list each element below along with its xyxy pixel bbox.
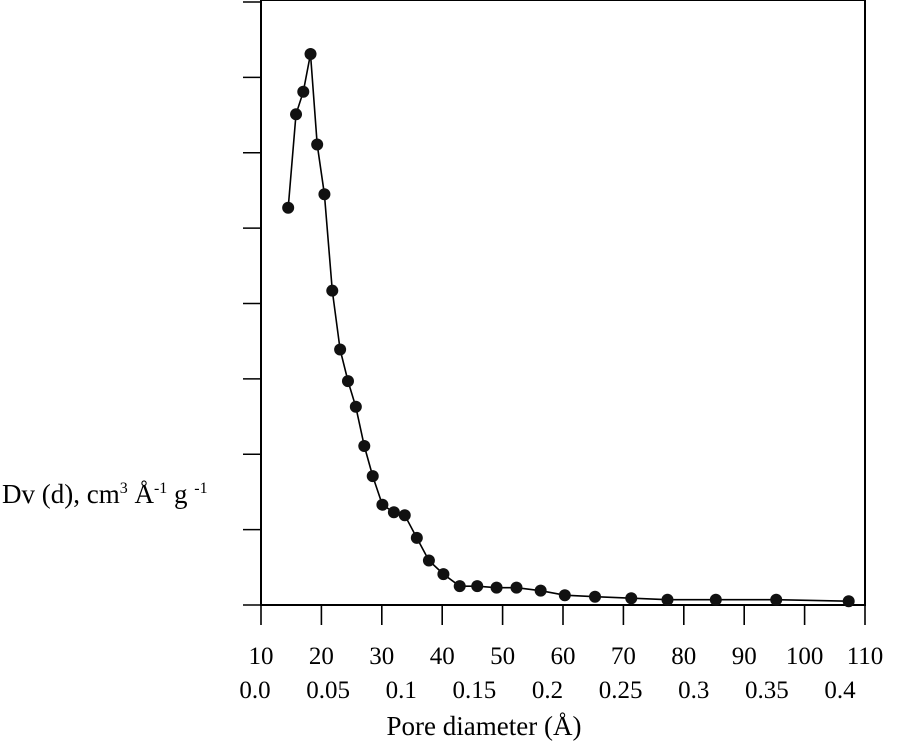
- data-point-10: [358, 439, 371, 452]
- y-axis-label-mid2: g: [167, 479, 194, 509]
- y-tick-label-4: 0.2: [532, 677, 563, 704]
- plot-frame: [260, 0, 866, 606]
- data-point-12: [376, 498, 389, 511]
- y-tick-label-2: 0.1: [386, 677, 417, 704]
- y-axis-label-sup3: -1: [194, 480, 207, 497]
- data-point-25: [625, 592, 638, 605]
- data-point-14: [398, 509, 411, 522]
- y-tick-label-7: 0.35: [745, 677, 789, 704]
- y-tick-label-3: 0.15: [453, 677, 497, 704]
- data-point-17: [437, 568, 450, 581]
- data-point-20: [490, 581, 503, 594]
- y-tick-label-1: 0.05: [306, 677, 350, 704]
- data-point-23: [558, 589, 571, 602]
- data-point-9: [349, 400, 362, 413]
- data-point-19: [471, 580, 484, 593]
- x-tick-label-3: 40: [430, 643, 455, 670]
- data-point-0: [282, 201, 295, 214]
- data-point-1: [290, 108, 303, 121]
- x-tick-label-6: 70: [611, 643, 636, 670]
- data-point-26: [661, 593, 674, 606]
- data-point-3: [304, 48, 317, 61]
- data-point-24: [589, 590, 602, 603]
- y-tick-label-6: 0.3: [678, 677, 709, 704]
- data-point-28: [770, 593, 783, 606]
- data-point-4: [311, 138, 324, 151]
- x-tick-label-5: 60: [551, 643, 576, 670]
- y-axis-ticks: [243, 1, 261, 606]
- data-point-18: [453, 580, 466, 593]
- data-point-13: [387, 506, 400, 519]
- data-point-15: [410, 531, 423, 544]
- data-point-2: [297, 85, 310, 98]
- y-tick-label-5: 0.25: [599, 677, 643, 704]
- data-point-29: [842, 595, 855, 608]
- x-tick-label-4: 50: [490, 643, 515, 670]
- x-tick-label-10: 110: [847, 643, 884, 670]
- data-points: [282, 48, 855, 608]
- x-tick-label-2: 30: [369, 643, 394, 670]
- data-point-11: [366, 470, 379, 483]
- data-point-16: [422, 554, 435, 567]
- y-axis-label-sup2: -1: [154, 480, 167, 497]
- data-point-27: [709, 593, 722, 606]
- y-axis-label-mid: Å: [128, 479, 155, 509]
- data-point-6: [326, 284, 339, 297]
- x-tick-label-8: 90: [732, 643, 757, 670]
- x-axis-tick-labels: 10 20 30 40 50 60 70 80 90 100 110: [249, 643, 884, 670]
- series-line: [287, 53, 849, 602]
- x-tick-label-0: 10: [249, 643, 274, 670]
- data-point-5: [318, 188, 331, 201]
- y-axis-label-sup1: 3: [120, 480, 128, 497]
- data-point-21: [510, 581, 523, 594]
- y-tick-label-8: 0.4: [824, 677, 856, 704]
- data-point-8: [341, 375, 354, 388]
- x-tick-label-7: 80: [671, 643, 696, 670]
- y-tick-label-0: 0.0: [239, 677, 270, 704]
- x-tick-label-9: 100: [786, 643, 824, 670]
- data-point-7: [334, 343, 347, 356]
- data-point-22: [534, 584, 547, 597]
- x-axis-label: Pore diameter (Å): [387, 711, 582, 741]
- y-axis-label: Dv (d), cm3 Å-1 g -1: [2, 479, 208, 509]
- y-axis-tick-labels: 0.0 0.05 0.1 0.15 0.2 0.25 0.3 0.35 0.4: [239, 677, 856, 704]
- x-tick-label-1: 20: [309, 643, 334, 670]
- x-axis-ticks: [260, 605, 866, 625]
- y-axis-label-prefix: Dv (d), cm: [2, 479, 120, 509]
